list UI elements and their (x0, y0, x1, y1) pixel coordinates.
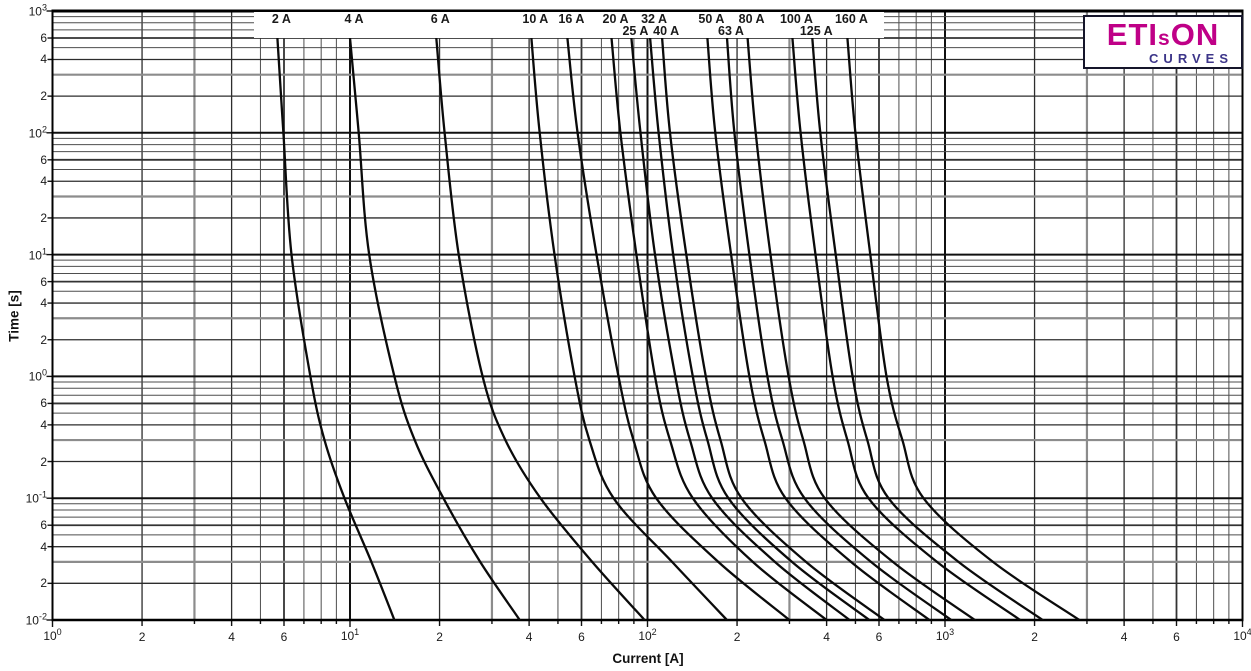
curve-label-63-a: 63 A (717, 24, 744, 38)
y-tick-label: 6 (40, 152, 47, 167)
logo-text-eti: ETI (1106, 17, 1159, 52)
x-tick-label: 2 (733, 630, 741, 644)
y-tick-label: 6 (40, 396, 47, 411)
x-tick-label: 102 (638, 627, 657, 644)
curve-label-32-a: 32 A (641, 12, 668, 26)
curve-label-80-a: 80 A (738, 12, 765, 26)
y-tick-label: 4 (40, 174, 47, 189)
curve-label-40-a: 40 A (653, 24, 680, 38)
curve-label-6-a: 6 A (430, 12, 450, 26)
curve-100-a (791, 36, 1022, 620)
y-tick-label: 100 (28, 367, 47, 384)
logo-text-s: s (1158, 27, 1171, 50)
curve-25-a (630, 36, 851, 620)
curve-label-20-a: 20 A (602, 12, 629, 26)
y-tick-label: 101 (28, 246, 47, 263)
curves-group (276, 36, 1081, 620)
x-tick-label: 2 (138, 630, 146, 644)
x-tick-label: 6 (280, 630, 288, 644)
y-tick-label: 10-1 (25, 489, 47, 506)
x-tick-label: 101 (340, 627, 360, 644)
y-tick-label: 6 (40, 518, 47, 533)
curve-125-a (811, 36, 1044, 620)
curve-2-a (276, 36, 396, 620)
y-tick-label: 2 (40, 454, 47, 469)
curve-20-a (610, 36, 828, 620)
y-tick-label: 2 (40, 89, 47, 104)
curve-label-25-a: 25 A (622, 24, 649, 38)
x-tick-label: 4 (525, 630, 533, 644)
y-tick-label: 2 (40, 210, 47, 225)
curve-160-a (846, 36, 1081, 620)
y-tick-label: 6 (40, 31, 47, 46)
curve-label-10-a: 10 A (522, 12, 549, 26)
x-tick-label: 4 (228, 630, 235, 644)
plot-frame (51, 9, 1244, 622)
curve-label-125-a: 125 A (799, 24, 833, 38)
x-tick-label: 4 (823, 630, 830, 644)
x-axis-title: Current [A] (612, 651, 684, 666)
y-tick-label: 4 (40, 296, 47, 311)
curve-32-a (648, 36, 871, 620)
curve-10-a (530, 36, 729, 620)
x-tick-label: 6 (1173, 630, 1180, 644)
grid-group (51, 10, 1244, 621)
x-tick-label: 2 (1031, 630, 1038, 644)
x-tick-label: 6 (578, 630, 585, 644)
curve-6-a (435, 36, 646, 620)
y-tick-label: 2 (40, 576, 47, 591)
curve-40-a (660, 36, 886, 620)
etison-logo: ETIsON CURVES (1083, 15, 1243, 69)
curve-16-a (566, 36, 791, 620)
y-tick-label: 4 (40, 52, 47, 67)
curve-label-160-a: 160 A (834, 12, 868, 26)
curve-label-100-a: 100 A (779, 12, 813, 26)
y-tick-label: 2 (40, 332, 47, 347)
curve-label-4-a: 4 A (344, 12, 364, 26)
logo-subtitle: CURVES (1149, 51, 1233, 66)
y-tick-label: 103 (28, 2, 47, 19)
logo-text-on: ON (1170, 17, 1220, 52)
y-axis-title: Time [s] (6, 290, 22, 342)
y-tick-label: 4 (40, 539, 47, 554)
curve-4-a (348, 36, 521, 620)
curve-63-a (725, 36, 953, 620)
y-tick-label: 10-2 (25, 611, 47, 628)
x-tick-label: 2 (436, 630, 443, 644)
y-tick-label: 6 (40, 274, 47, 289)
x-tick-label: 103 (935, 627, 955, 644)
curve-label-50-a: 50 A (698, 12, 725, 26)
logo-brand: ETIsON (1093, 19, 1233, 54)
x-tick-label: 4 (1120, 630, 1128, 644)
curve-label-2-a: 2 A (271, 12, 291, 26)
curve-label-16-a: 16 A (558, 12, 585, 26)
curve-80-a (746, 36, 977, 620)
curve-50-a (706, 36, 931, 620)
x-tick-label: 6 (875, 630, 883, 644)
x-tick-label: 104 (1233, 627, 1251, 644)
x-tick-label: 100 (43, 627, 62, 644)
y-tick-label: 102 (28, 124, 47, 141)
y-tick-label: 4 (40, 417, 47, 432)
curve-label-box: 2 A 4 A 6 A 10 A 16 A 20 A 25 A 32 A 40 A 50 A 63 … (254, 12, 884, 38)
